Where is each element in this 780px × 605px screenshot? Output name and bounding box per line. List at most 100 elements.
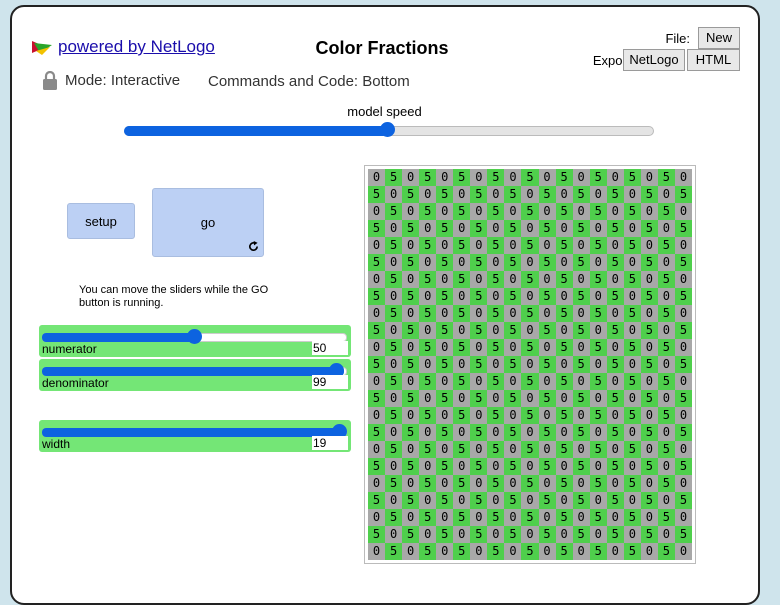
patch-cell: 0 bbox=[385, 492, 403, 509]
setup-button[interactable]: setup bbox=[67, 203, 135, 239]
patch-cell: 5 bbox=[538, 424, 556, 441]
patch-cell: 0 bbox=[674, 305, 692, 322]
patch-cell: 0 bbox=[640, 543, 658, 560]
patch-cell: 0 bbox=[402, 339, 420, 356]
patch-cell: 0 bbox=[521, 390, 539, 407]
speed-slider-handle[interactable] bbox=[380, 122, 395, 137]
patch-cell: 0 bbox=[674, 237, 692, 254]
patch-cell: 0 bbox=[402, 475, 420, 492]
patch-cell: 0 bbox=[402, 373, 420, 390]
patch-cell: 5 bbox=[657, 373, 675, 390]
patch-cell: 0 bbox=[419, 186, 437, 203]
mode-toggle[interactable]: Mode: Interactive bbox=[42, 71, 180, 90]
patch-cell: 0 bbox=[470, 203, 488, 220]
patch-cell: 5 bbox=[589, 271, 607, 288]
patch-cell: 5 bbox=[657, 305, 675, 322]
powered-by-link[interactable]: powered by NetLogo bbox=[32, 37, 215, 57]
patch-cell: 0 bbox=[453, 322, 471, 339]
patch-cell: 5 bbox=[606, 526, 624, 543]
patch-cell: 0 bbox=[555, 186, 573, 203]
patch-cell: 5 bbox=[487, 339, 505, 356]
patch-cell: 0 bbox=[606, 441, 624, 458]
patch-cell: 0 bbox=[623, 288, 641, 305]
patch-cell: 5 bbox=[589, 203, 607, 220]
patch-cell: 0 bbox=[385, 424, 403, 441]
patch-cell: 0 bbox=[419, 424, 437, 441]
patch-cell: 0 bbox=[385, 288, 403, 305]
file-new-button[interactable]: New bbox=[698, 27, 740, 49]
patch-cell: 5 bbox=[555, 475, 573, 492]
patch-cell: 0 bbox=[572, 543, 590, 560]
patch-cell: 5 bbox=[402, 458, 420, 475]
go-button[interactable]: go bbox=[152, 188, 264, 257]
patch-cell: 0 bbox=[555, 288, 573, 305]
patch-cell: 5 bbox=[589, 305, 607, 322]
patch-cell: 0 bbox=[623, 390, 641, 407]
patch-cell: 5 bbox=[657, 339, 675, 356]
patch-cell: 5 bbox=[538, 186, 556, 203]
patch-cell: 5 bbox=[572, 186, 590, 203]
patch-cell: 5 bbox=[453, 407, 471, 424]
patch-cell: 5 bbox=[385, 475, 403, 492]
powered-by-text[interactable]: powered by NetLogo bbox=[58, 37, 215, 56]
patch-cell: 5 bbox=[555, 339, 573, 356]
patch-cell: 0 bbox=[538, 169, 556, 186]
patch-cell: 5 bbox=[657, 475, 675, 492]
width-value[interactable]: 19 bbox=[312, 436, 348, 450]
patch-cell: 5 bbox=[470, 458, 488, 475]
patch-cell: 5 bbox=[385, 271, 403, 288]
width-handle[interactable] bbox=[332, 424, 347, 439]
patch-cell: 0 bbox=[385, 254, 403, 271]
patch-cell: 0 bbox=[487, 356, 505, 373]
patch-cell: 5 bbox=[436, 288, 454, 305]
patch-cell: 0 bbox=[674, 509, 692, 526]
commands-code-position[interactable]: Commands and Code: Bottom bbox=[208, 73, 410, 90]
denominator-value[interactable]: 99 bbox=[312, 375, 348, 389]
patch-cell: 5 bbox=[640, 186, 658, 203]
patch-cell: 0 bbox=[589, 526, 607, 543]
patch-cell: 0 bbox=[402, 305, 420, 322]
patch-cell: 5 bbox=[521, 543, 539, 560]
denominator-slider[interactable]: denominator 99 bbox=[39, 359, 351, 391]
patch-cell: 0 bbox=[589, 356, 607, 373]
patch-cell: 0 bbox=[402, 543, 420, 560]
denominator-handle[interactable] bbox=[329, 363, 344, 378]
patch-cell: 5 bbox=[436, 356, 454, 373]
patch-cell: 5 bbox=[623, 203, 641, 220]
patch-cell: 5 bbox=[572, 322, 590, 339]
patch-cell: 5 bbox=[487, 441, 505, 458]
numerator-value[interactable]: 50 bbox=[312, 341, 348, 355]
patch-cell: 5 bbox=[623, 509, 641, 526]
patch-cell: 0 bbox=[385, 186, 403, 203]
patch-cell: 0 bbox=[368, 475, 386, 492]
patch-cell: 0 bbox=[572, 475, 590, 492]
patch-cell: 0 bbox=[436, 543, 454, 560]
patch-cell: 0 bbox=[606, 543, 624, 560]
width-slider[interactable]: width 19 bbox=[39, 420, 351, 452]
patch-cell: 5 bbox=[572, 390, 590, 407]
numerator-slider[interactable]: numerator 50 bbox=[39, 325, 351, 357]
patch-cell: 0 bbox=[572, 373, 590, 390]
patch-cell: 5 bbox=[640, 526, 658, 543]
patch-cell: 0 bbox=[504, 475, 522, 492]
export-html-button[interactable]: HTML bbox=[687, 49, 740, 71]
export-netlogo-button[interactable]: NetLogo bbox=[623, 49, 685, 71]
patch-cell: 0 bbox=[402, 509, 420, 526]
patch-cell: 5 bbox=[640, 322, 658, 339]
numerator-handle[interactable] bbox=[187, 329, 202, 344]
patch-cell: 5 bbox=[555, 169, 573, 186]
patch-cell: 0 bbox=[521, 526, 539, 543]
patch-cell: 0 bbox=[555, 254, 573, 271]
patch-cell: 5 bbox=[368, 424, 386, 441]
patch-cell: 5 bbox=[623, 373, 641, 390]
patch-cell: 0 bbox=[504, 305, 522, 322]
patch-cell: 5 bbox=[368, 492, 386, 509]
patch-cell: 0 bbox=[419, 526, 437, 543]
patch-cell: 0 bbox=[640, 169, 658, 186]
patch-cell: 5 bbox=[487, 203, 505, 220]
patch-cell: 0 bbox=[555, 390, 573, 407]
patch-cell: 0 bbox=[572, 237, 590, 254]
patch-cell: 0 bbox=[487, 288, 505, 305]
patch-cell: 0 bbox=[402, 441, 420, 458]
